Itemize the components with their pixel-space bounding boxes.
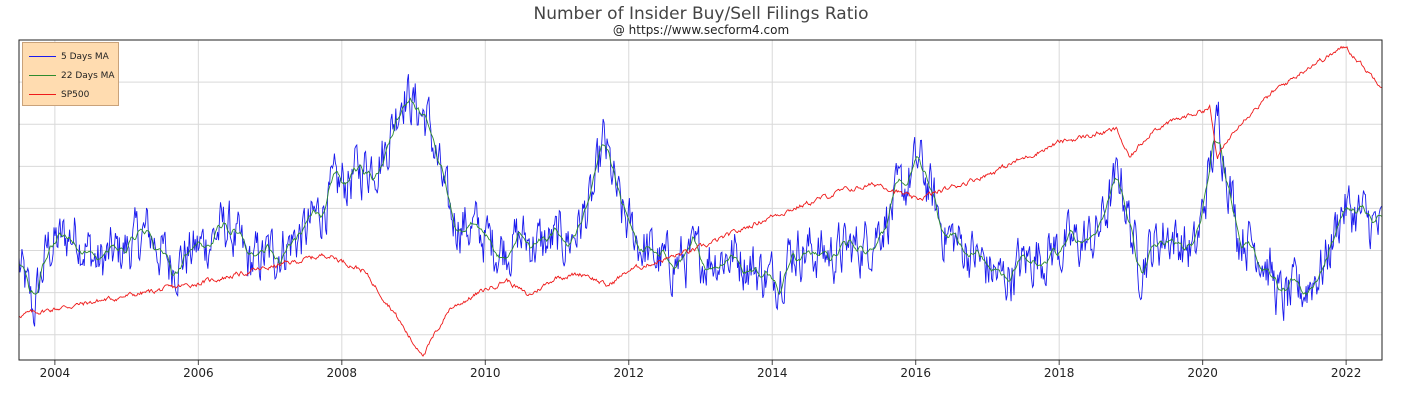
x-tick-label: 2008 <box>327 366 358 380</box>
x-tick-label: 2004 <box>40 366 71 380</box>
x-tick-label: 2010 <box>470 366 501 380</box>
plot-frame <box>18 39 1383 361</box>
legend-swatch-ma22 <box>29 75 56 76</box>
x-tick-label: 2006 <box>183 366 214 380</box>
series-line-sp500 <box>18 45 1383 357</box>
legend-label-sp500: SP500 <box>61 90 90 100</box>
legend: 5 Days MA 22 Days MA SP500 <box>22 42 119 106</box>
chart-subtitle: @ https://www.secform4.com <box>612 23 790 37</box>
chart-title: Number of Insider Buy/Sell Filings Ratio <box>533 4 869 24</box>
series-line-ma5 <box>18 74 1383 327</box>
series-line-ma22 <box>18 97 1383 296</box>
legend-label-ma22: 22 Days MA <box>61 71 115 81</box>
legend-swatch-ma5 <box>29 56 56 57</box>
x-tick-label: 2022 <box>1331 366 1362 380</box>
legend-swatch-sp500 <box>29 94 56 95</box>
x-tick-label: 2014 <box>757 366 788 380</box>
legend-label-ma5: 5 Days MA <box>61 52 109 62</box>
x-tick-label: 2012 <box>613 366 644 380</box>
x-tick-label: 2018 <box>1044 366 1075 380</box>
x-tick-label: 2020 <box>1187 366 1218 380</box>
x-tick-label: 2016 <box>900 366 931 380</box>
